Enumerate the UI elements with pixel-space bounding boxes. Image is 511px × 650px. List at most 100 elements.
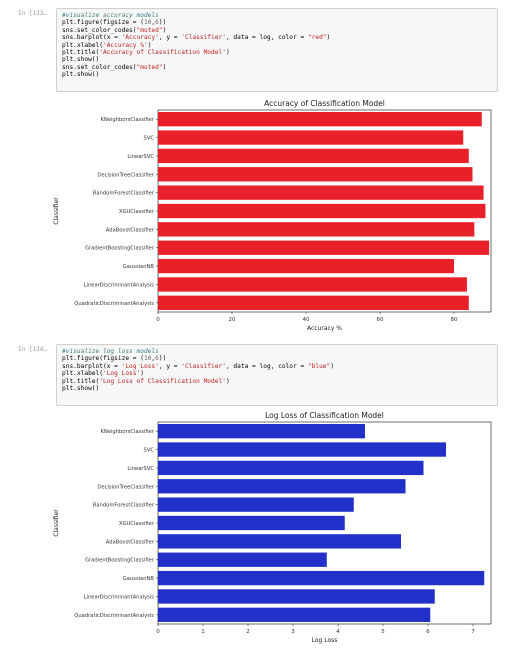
- chart-title: Accuracy of Classification Model: [264, 99, 385, 108]
- code-token: plt.xlabel(: [62, 370, 103, 378]
- x-tick-label: 40: [303, 317, 310, 323]
- code-token: 10: [143, 355, 152, 363]
- code-line: plt.title('Accuracy of Classification Mo…: [62, 49, 492, 56]
- bar-QuadraticDiscriminantAnalysis: [158, 295, 469, 310]
- code-token: 'Log Loss': [102, 370, 141, 378]
- bar-AdaBoostClassifier: [158, 222, 475, 237]
- x-tick-label: 0: [156, 629, 160, 635]
- code-token: plt.show(): [62, 385, 100, 393]
- bar-LinearSVC: [158, 460, 424, 476]
- category-label: XGUClassifier: [119, 521, 155, 527]
- category-label: SVC: [144, 136, 155, 142]
- code-token: "muted": [136, 26, 163, 34]
- code-line: sns.barplot(x = 'Log Loss', y = 'Classif…: [62, 363, 492, 370]
- code-token: 'Classifier': [181, 362, 226, 370]
- x-tick-label: 20: [229, 317, 236, 323]
- x-tick-label: 1: [201, 629, 205, 635]
- bar-GaussianNB: [158, 258, 454, 274]
- bar-GradientBoostingClassifier: [158, 240, 490, 255]
- code-token: plt.show(): [62, 56, 100, 64]
- category-label: DecisionTreeClassifier: [97, 172, 154, 178]
- code-line: #visualize accuracy models: [62, 12, 492, 19]
- code-line: plt.show(): [62, 385, 492, 392]
- x-tick-label: 5: [381, 629, 385, 635]
- code-token: "muted": [136, 63, 163, 71]
- x-axis-label: Log Loss: [312, 637, 338, 644]
- code-token: ): [330, 362, 334, 370]
- code-editor[interactable]: #visualize log loss models plt.figure(fig…: [56, 344, 498, 406]
- bar-LinearDiscriminantAnalysis: [158, 277, 467, 292]
- code-token: 'Log Loss of Classification Model': [99, 377, 226, 385]
- category-label: LinearSVC: [127, 154, 154, 160]
- logloss-chart: Log Loss of Classification Model KNeighbo…: [50, 408, 500, 650]
- x-tick-label: 4: [336, 629, 340, 635]
- bar-LinearDiscriminantAnalysis: [158, 589, 435, 604]
- code-token: #visualize accuracy models: [62, 12, 159, 19]
- code-token: 6: [155, 355, 159, 363]
- code-token: ,: [151, 19, 156, 27]
- bar-DecisionTreeClassifier: [158, 167, 473, 182]
- category-label: RandomForestClassifier: [93, 191, 155, 197]
- code-token: , data = log, color =: [225, 362, 308, 370]
- chart-title: Log Loss of Classification Model: [265, 411, 384, 420]
- code-token: , y =: [158, 362, 182, 370]
- x-tick-label: 2: [246, 629, 250, 635]
- code-token: "blue": [307, 362, 331, 370]
- code-token: plt.show(): [62, 71, 100, 79]
- code-line: sns.set_color_codes("muted"): [62, 27, 492, 34]
- category-label: GradientBoostingClassifier: [85, 246, 155, 252]
- code-token: plt.figure(figsize = (: [62, 19, 144, 27]
- code-token: 10: [143, 19, 152, 27]
- bar-XGUClassifier: [158, 515, 345, 531]
- bar-QuadraticDiscriminantAnalysis: [158, 607, 431, 622]
- code-line: plt.xlabel('Log Loss'): [62, 370, 492, 377]
- code-token: ): [225, 377, 230, 385]
- category-label: QuadraticDiscriminantAnalysis: [74, 301, 154, 307]
- bar-XGUClassifier: [158, 203, 486, 219]
- code-token: plt.xlabel(: [62, 41, 103, 49]
- bar-KNeighborsClassifier: [158, 112, 482, 127]
- accuracy-chart-svg: Accuracy of Classification Model KNeighbo…: [53, 99, 492, 332]
- code-token: , data = log, color =: [225, 34, 308, 42]
- category-label: KNeighborsClassifier: [101, 429, 155, 435]
- bar-AdaBoostClassifier: [158, 534, 401, 549]
- code-editor[interactable]: #visualize accuracy models plt.figure(fig…: [56, 8, 498, 92]
- code-token: ): [162, 63, 167, 71]
- x-tick-label: 3: [291, 629, 295, 635]
- bar-DecisionTreeClassifier: [158, 479, 406, 494]
- y-axis-label: Classifier: [53, 197, 60, 225]
- code-token: "red": [307, 34, 327, 42]
- code-token: plt.title(: [62, 377, 100, 385]
- code-token: plt.figure(figsize = (: [62, 355, 144, 363]
- code-token: 'Accuracy %': [102, 41, 148, 49]
- x-axis-label: Accuracy %: [307, 325, 342, 332]
- code-token: )): [158, 355, 167, 363]
- category-label: XGUClassifier: [119, 209, 155, 215]
- code-line: plt.show(): [62, 56, 492, 63]
- code-token: sns.set_color_codes(: [62, 63, 137, 71]
- code-token: 'Accuracy of Classification Model': [99, 49, 226, 57]
- cell-prompt: In [133…: [18, 10, 47, 17]
- code-line: sns.barplot(x = 'Accuracy', y = 'Classif…: [62, 34, 492, 41]
- bar-SVC: [158, 442, 446, 457]
- category-label: QuadraticDiscriminantAnalysis: [74, 613, 154, 619]
- x-tick-label: 80: [451, 317, 458, 323]
- code-token: 6: [155, 19, 159, 27]
- category-label: SVC: [144, 448, 155, 454]
- code-token: plt.title(: [62, 49, 100, 57]
- code-line: plt.figure(figsize = (10,6)): [62, 19, 492, 26]
- x-tick-label: 0: [156, 317, 160, 323]
- code-token: 'Log Loss': [121, 362, 159, 370]
- category-label: KNeighborsClassifier: [101, 117, 155, 123]
- category-label: GradientBoostingClassifier: [85, 558, 155, 564]
- category-label: DecisionTreeClassifier: [97, 484, 154, 490]
- bar-GradientBoostingClassifier: [158, 552, 327, 567]
- code-token: , y =: [158, 34, 182, 42]
- code-line: sns.set_color_codes("muted"): [62, 64, 492, 71]
- code-token: 'Accuracy': [121, 34, 159, 42]
- category-label: AdaBoostClassifier: [106, 227, 155, 233]
- code-token: ): [162, 26, 167, 34]
- code-token: ): [147, 41, 152, 49]
- bar-RandomForestClassifier: [158, 185, 484, 200]
- accuracy-chart: Accuracy of Classification Model KNeighbo…: [50, 96, 500, 338]
